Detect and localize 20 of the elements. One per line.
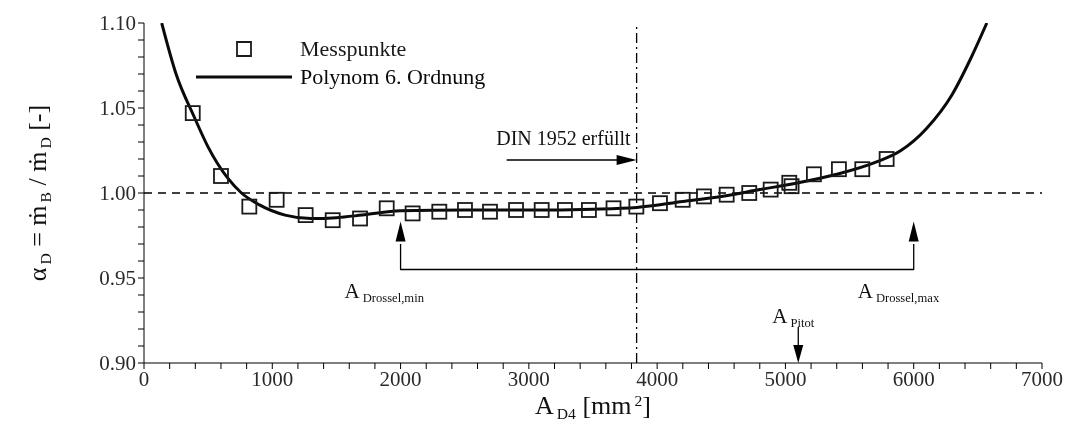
legend-label: Polynom 6. Ordnung (300, 63, 486, 91)
x-tick-label: 4000 (636, 366, 679, 391)
x-tick-label: 2000 (379, 366, 422, 391)
x-tick-label: 5000 (764, 366, 807, 391)
ref-line-label: DIN 1952 erfüllt (496, 127, 632, 149)
y-tick-label: 1.00 (99, 181, 136, 206)
x-tick-label: 3000 (507, 366, 550, 391)
legend-label: Messpunkte (300, 35, 407, 63)
x-axis-title: A$_{D4}$ [mm$^{2}$] (535, 391, 651, 422)
y-tick-label: 1.10 (99, 11, 136, 36)
annotation: A$_{Drossel,min}$ (344, 278, 425, 305)
y-tick-label: 1.05 (99, 96, 136, 121)
x-tick-label: 0 (138, 366, 150, 391)
x-tick-label: 6000 (892, 366, 935, 391)
y-tick-label: 0.95 (99, 266, 136, 291)
x-tick-label: 1000 (251, 366, 294, 391)
ref-line-label: A$_{Pitot}$ (772, 304, 815, 330)
y-tick-label: 0.90 (99, 351, 136, 376)
x-tick-label: 7000 (1021, 366, 1063, 391)
annotation: A$_{Drossel,max}$ (857, 278, 940, 305)
